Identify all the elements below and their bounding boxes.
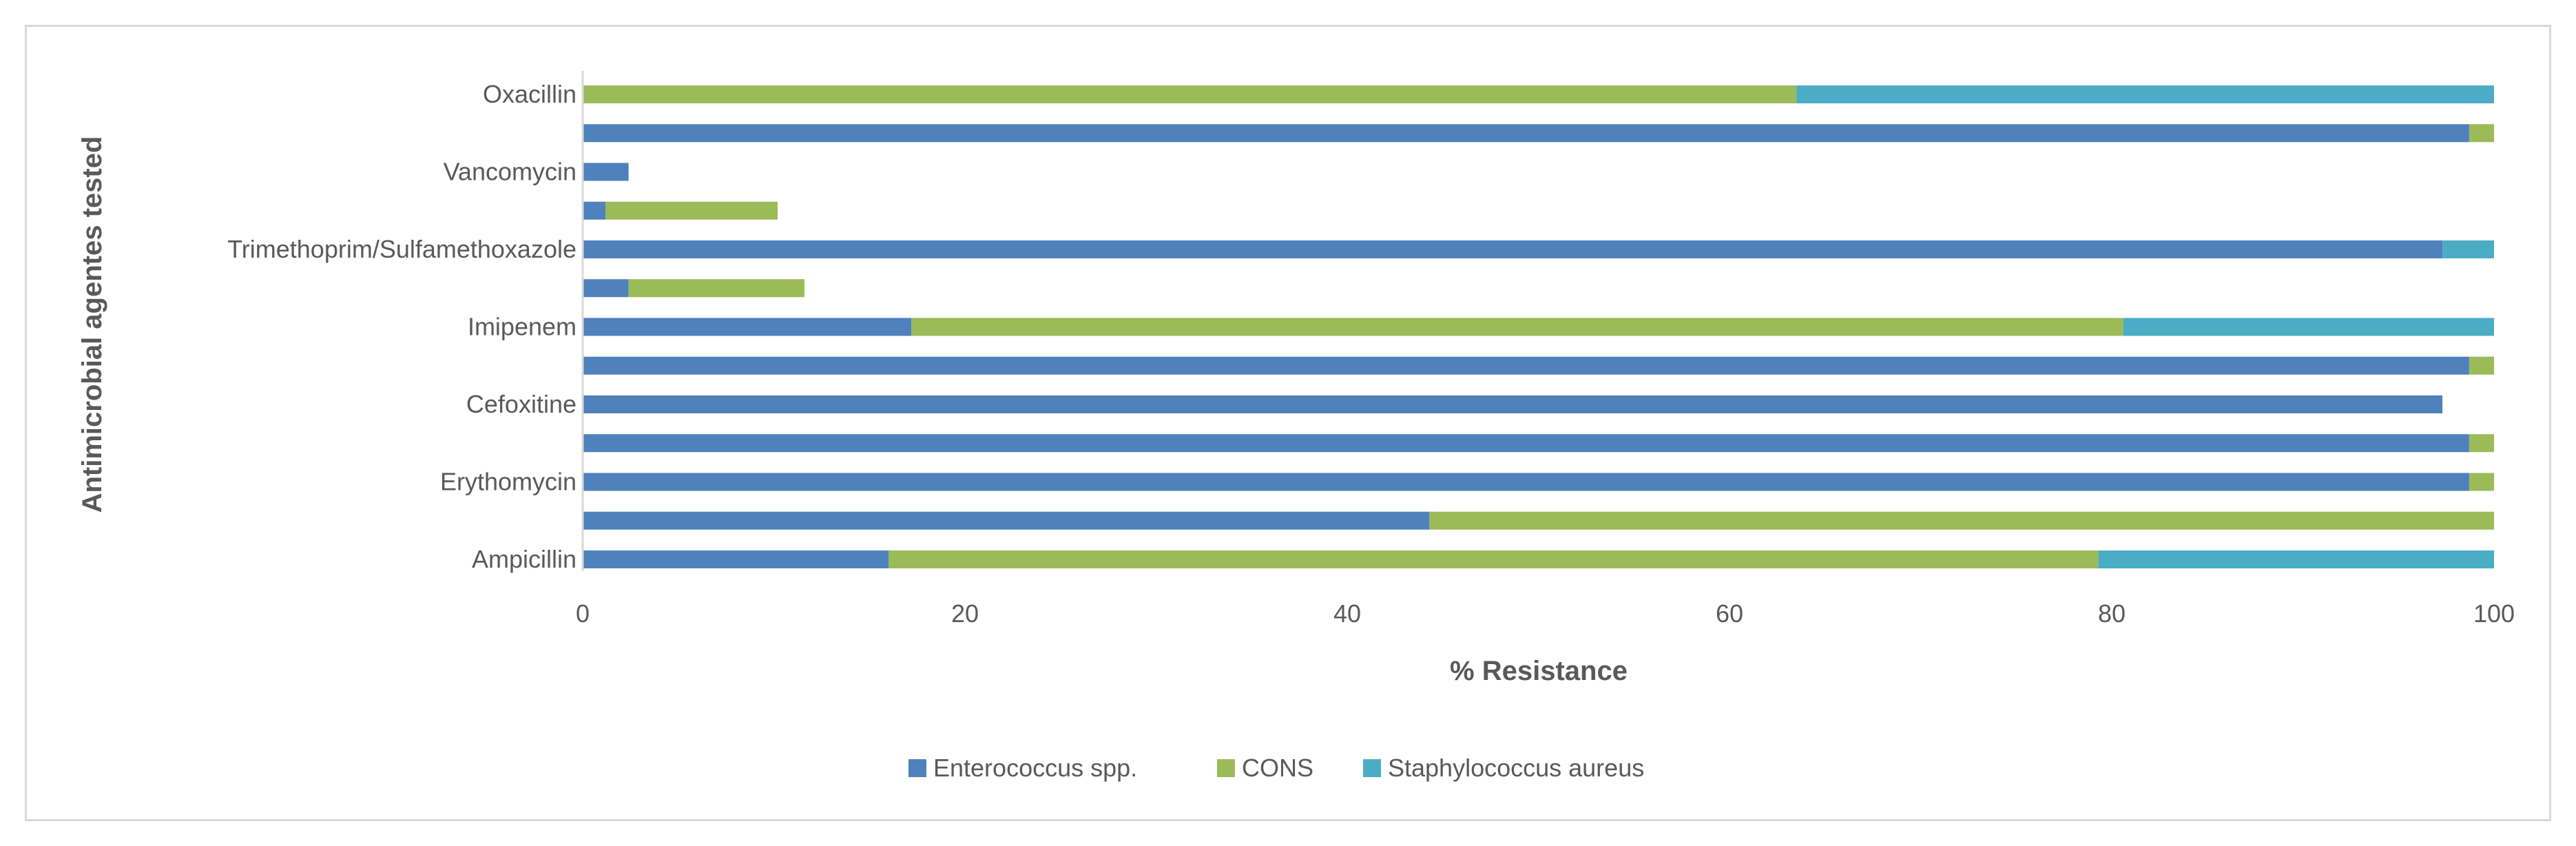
bar-enterococcus-spp-row-3 — [583, 434, 2469, 453]
x-tick-labels: 0 20 40 60 80 100 — [576, 599, 2515, 628]
x-tick-label-0: 0 — [576, 599, 590, 628]
x-tick-label-40: 40 — [1333, 599, 1361, 628]
legend-swatch-cons — [1217, 759, 1235, 777]
bar-cons-row-9 — [605, 201, 778, 220]
x-tick-label-60: 60 — [1716, 599, 1743, 628]
bar-enterococcus-spp-row-10 — [583, 163, 629, 181]
bars-layer — [583, 85, 2494, 568]
y-tick-label-trimethoprim-sulfamethoxazole: Trimethoprim/Sulfamethoxazole — [227, 235, 577, 263]
bar-staphylococcus-aureus-row-12 — [1796, 85, 2494, 103]
bar-cons-row-1 — [1429, 511, 2494, 530]
bar-cons-row-12 — [583, 85, 1797, 103]
bar-enterococcus-spp-row-4 — [583, 395, 2443, 413]
y-tick-label-erythomycin: Erythomycin — [440, 468, 577, 496]
y-tick-label-imipenem: Imipenem — [468, 313, 577, 341]
bar-cons-row-3 — [2469, 434, 2494, 453]
y-axis-title: Antimicrobial agentes tested — [77, 136, 107, 513]
bar-staphylococcus-aureus-row-0 — [2098, 550, 2494, 568]
bar-cons-row-5 — [2469, 356, 2494, 375]
bar-enterococcus-spp-row-11 — [583, 124, 2469, 143]
legend-label-enterococcus-spp: Enterococcus spp. — [933, 754, 1137, 782]
y-tick-label-ampicillin: Ampicillin — [472, 545, 577, 573]
legend-label-cons: CONS — [1242, 754, 1313, 782]
bar-enterococcus-spp-row-0 — [583, 550, 889, 568]
x-tick-label-20: 20 — [951, 599, 979, 628]
bar-staphylococcus-aureus-row-6 — [2123, 318, 2494, 336]
x-axis-title: % Resistance — [1450, 656, 1628, 686]
y-tick-label-vancomycin: Vancomycin — [444, 158, 577, 186]
bar-cons-row-2 — [2469, 473, 2494, 491]
chart-frame: Ampicillin Erythomycin Cefoxitine Imipenem T… — [25, 25, 2551, 821]
bar-enterococcus-spp-row-6 — [583, 318, 912, 336]
y-tick-labels: Ampicillin Erythomycin Cefoxitine Imipenem T… — [227, 80, 577, 573]
y-tick-label-oxacillin: Oxacillin — [483, 80, 577, 108]
y-tick-label-cefoxitine: Cefoxitine — [466, 390, 577, 418]
legend-label-staphylococcus-aureus: Staphylococcus aureus — [1388, 754, 1644, 782]
bar-cons-row-11 — [2469, 124, 2494, 143]
bar-staphylococcus-aureus-row-8 — [2442, 240, 2494, 258]
legend: Enterococcus spp. CONS Staphylococcus aure… — [908, 754, 1644, 782]
bar-enterococcus-spp-row-7 — [583, 279, 629, 298]
legend-swatch-staphylococcus-aureus — [1363, 759, 1381, 777]
bar-cons-row-6 — [911, 318, 2123, 336]
legend-swatch-enterococcus-spp — [908, 759, 926, 777]
chart-svg: Ampicillin Erythomycin Cefoxitine Imipenem T… — [77, 71, 2515, 782]
x-tick-label-100: 100 — [2473, 599, 2515, 628]
bar-enterococcus-spp-row-1 — [583, 511, 1430, 530]
bar-enterococcus-spp-row-2 — [583, 473, 2469, 491]
bar-enterococcus-spp-row-8 — [583, 240, 2443, 258]
x-tick-label-80: 80 — [2098, 599, 2126, 628]
bar-cons-row-7 — [628, 279, 804, 298]
bar-enterococcus-spp-row-9 — [583, 201, 606, 220]
bar-enterococcus-spp-row-5 — [583, 356, 2469, 375]
bar-cons-row-0 — [889, 550, 2099, 568]
